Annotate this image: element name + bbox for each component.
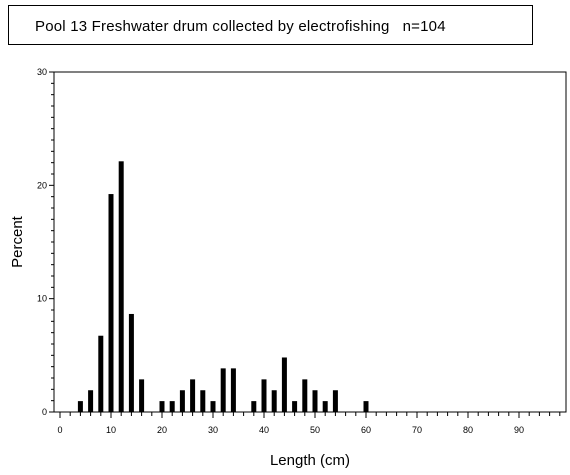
y-axis-title: Percent [9,215,26,268]
bar [77,401,83,412]
x-tick-label: 0 [57,425,62,435]
bar-series [77,161,369,412]
x-tick-label: 30 [208,425,218,435]
x-tick-label: 80 [463,425,473,435]
bar [251,401,257,412]
y-tick-label: 10 [37,294,47,304]
bar [108,194,114,412]
bar [302,379,308,412]
bar [118,161,124,412]
bar [88,390,94,412]
bar [261,379,267,412]
bar [322,401,328,412]
bar [281,357,287,412]
x-tick-label: 20 [157,425,167,435]
x-tick-label: 50 [310,425,320,435]
bar [139,379,145,412]
bar [332,390,338,412]
bar [312,390,318,412]
bar [200,390,206,412]
x-tick-label: 90 [514,425,524,435]
bar [363,401,369,412]
bar [210,401,216,412]
bar [98,335,104,412]
x-axis: 0 10 20 30 40 50 60 70 80 90 [57,412,561,435]
x-tick-label: 60 [361,425,371,435]
bar [271,390,277,412]
bar [190,379,196,412]
bar [220,368,226,412]
bar [169,401,175,412]
x-axis-title: Length (cm) [270,452,350,469]
bar [179,390,185,412]
y-axis: 0 10 20 30 [37,67,54,417]
bar [159,401,165,412]
y-tick-label: 20 [37,180,47,190]
x-tick-label: 70 [412,425,422,435]
x-tick-label: 40 [259,425,269,435]
y-tick-label: 0 [42,407,47,417]
chart-title: Pool 13 Freshwater drum collected by ele… [35,18,446,35]
chart-title-box: Pool 13 Freshwater drum collected by ele… [8,5,533,45]
bar [292,401,298,412]
bar [128,313,134,412]
y-tick-label: 30 [37,67,47,77]
x-tick-label: 10 [106,425,116,435]
bar [230,368,236,412]
